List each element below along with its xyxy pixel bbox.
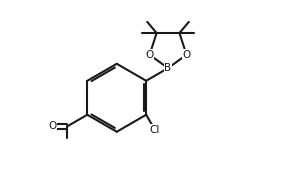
Text: O: O — [145, 50, 154, 60]
Text: O: O — [182, 50, 191, 60]
Text: Cl: Cl — [150, 125, 160, 135]
Text: O: O — [49, 121, 57, 131]
Text: B: B — [164, 63, 172, 73]
